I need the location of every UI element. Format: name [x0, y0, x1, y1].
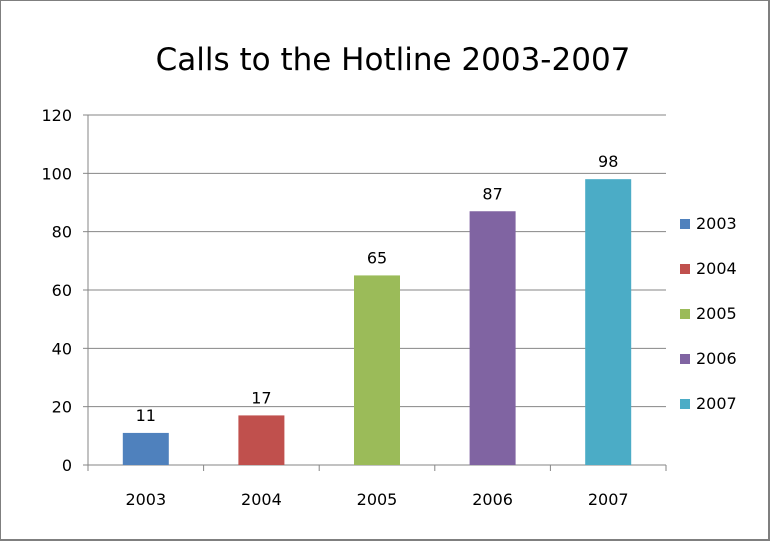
bar-2005 — [354, 275, 400, 465]
y-tick-label: 20 — [52, 398, 72, 417]
x-tick-label: 2007 — [588, 490, 629, 509]
axes: 0 20 40 60 80 100 120 2003 2004 2005 2006 2007 — [41, 106, 667, 509]
legend-swatch-2007 — [680, 399, 690, 409]
data-label-2006: 87 — [482, 184, 502, 203]
data-label-2005: 65 — [367, 248, 387, 267]
legend-label-2003: 2003 — [696, 214, 737, 233]
legend-swatch-2004 — [680, 264, 690, 274]
bar-2003 — [122, 432, 169, 465]
legend: 2003 2004 2005 2006 2007 — [680, 214, 737, 413]
bar-2004 — [238, 415, 285, 465]
chart-title: Calls to the Hotline 2003-2007 — [156, 42, 631, 78]
legend-label-2007: 2007 — [696, 394, 737, 413]
legend-swatch-2006 — [680, 354, 690, 364]
x-tick-label: 2006 — [472, 490, 513, 509]
x-tick-label: 2005 — [357, 490, 398, 509]
y-tick-label: 100 — [41, 164, 72, 183]
y-tick-label: 80 — [52, 223, 72, 242]
y-tick-label: 60 — [52, 281, 72, 300]
x-tick-label: 2004 — [241, 490, 282, 509]
data-labels: 11 17 65 87 98 — [136, 152, 619, 425]
bar-2007 — [585, 179, 632, 465]
y-tick-label: 120 — [41, 106, 72, 125]
gridlines — [88, 114, 666, 408]
x-tick-label: 2003 — [125, 490, 166, 509]
legend-label-2005: 2005 — [696, 304, 737, 323]
y-tick-label: 40 — [52, 339, 72, 358]
legend-label-2004: 2004 — [696, 259, 737, 278]
bars — [122, 179, 632, 465]
bar-2006 — [469, 211, 516, 465]
data-label-2004: 17 — [251, 388, 271, 407]
data-label-2007: 98 — [598, 152, 618, 171]
legend-swatch-2003 — [680, 219, 690, 229]
data-label-2003: 11 — [136, 406, 156, 425]
y-tick-label: 0 — [62, 456, 72, 475]
legend-swatch-2005 — [680, 309, 690, 319]
legend-label-2006: 2006 — [696, 349, 737, 368]
